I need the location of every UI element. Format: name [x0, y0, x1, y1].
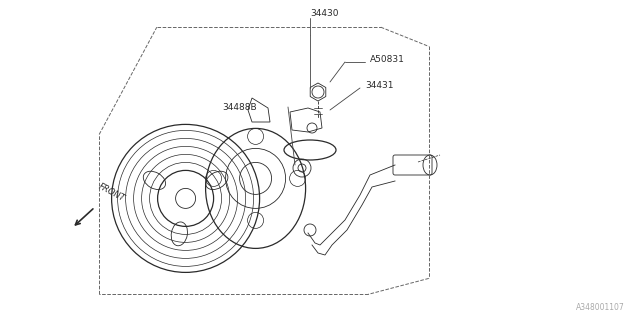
Text: 34430: 34430 [310, 10, 339, 19]
Text: 34488B: 34488B [222, 102, 257, 111]
Text: A348001107: A348001107 [576, 303, 625, 312]
Text: A50831: A50831 [370, 55, 405, 65]
Text: FRONT: FRONT [97, 181, 127, 203]
Text: 34431: 34431 [365, 82, 394, 91]
